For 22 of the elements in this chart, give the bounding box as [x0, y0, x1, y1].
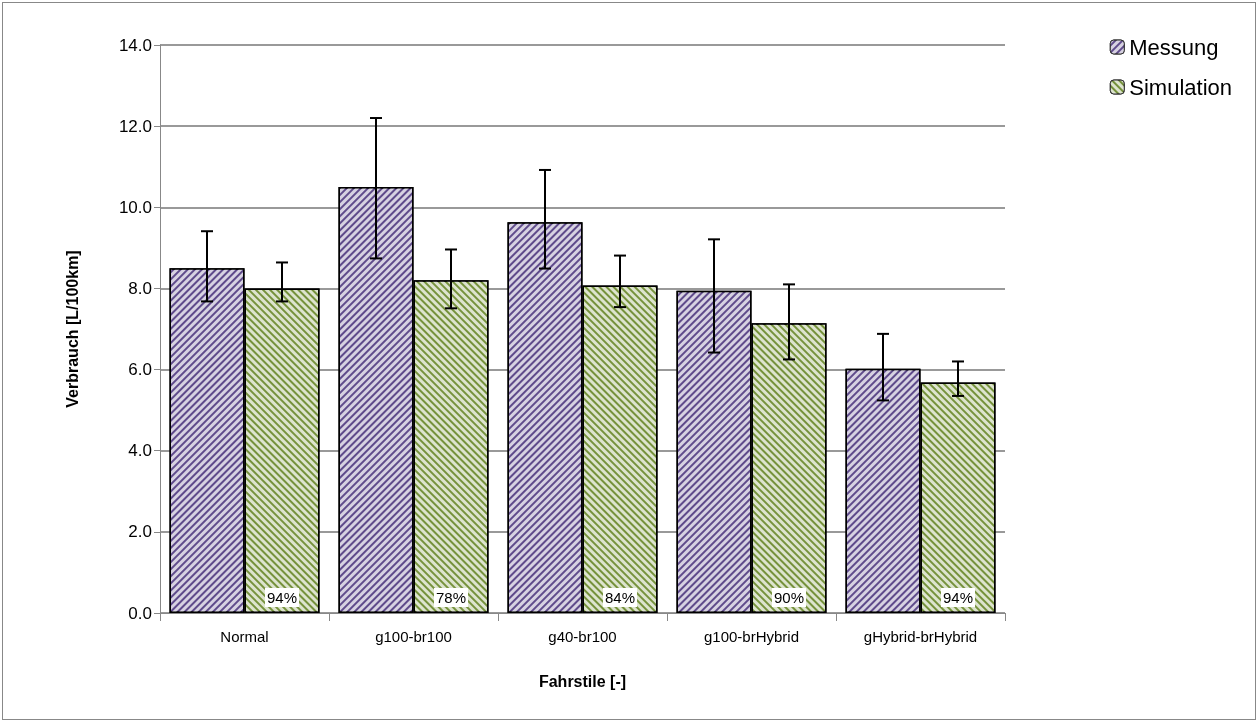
y-tick-label: 12.0	[118, 116, 152, 136]
x-tick-label: Normal	[220, 628, 269, 645]
y-tick-label: 14.0	[118, 35, 152, 55]
y-tick-label: 2.0	[128, 522, 152, 542]
x-axis-title: Fahrstile [-]	[538, 672, 627, 690]
annotation: 94%	[266, 589, 298, 606]
x-tick-label: g100-br100	[375, 628, 452, 645]
annotation: 94%	[942, 589, 974, 606]
y-tick-label: 8.0	[128, 278, 152, 298]
annotation: 84%	[604, 589, 636, 606]
legend-label: Simulation	[1129, 74, 1232, 100]
x-tick-label: gHybrid-brHybrid	[863, 628, 978, 645]
y-axis-title: Verbrauch [L/100km]	[63, 250, 81, 408]
y-tick-label: 4.0	[128, 441, 152, 461]
x-tick-label: g100-brHybrid	[703, 628, 800, 645]
legend-label: Messung	[1129, 34, 1219, 60]
y-tick-label: 10.0	[118, 197, 152, 217]
annotation: 78%	[435, 589, 467, 606]
y-tick-label: 6.0	[128, 360, 152, 380]
y-tick-label: 0.0	[128, 603, 152, 623]
x-tick-label: g40-br100	[548, 628, 617, 645]
annotation: 90%	[773, 589, 805, 606]
